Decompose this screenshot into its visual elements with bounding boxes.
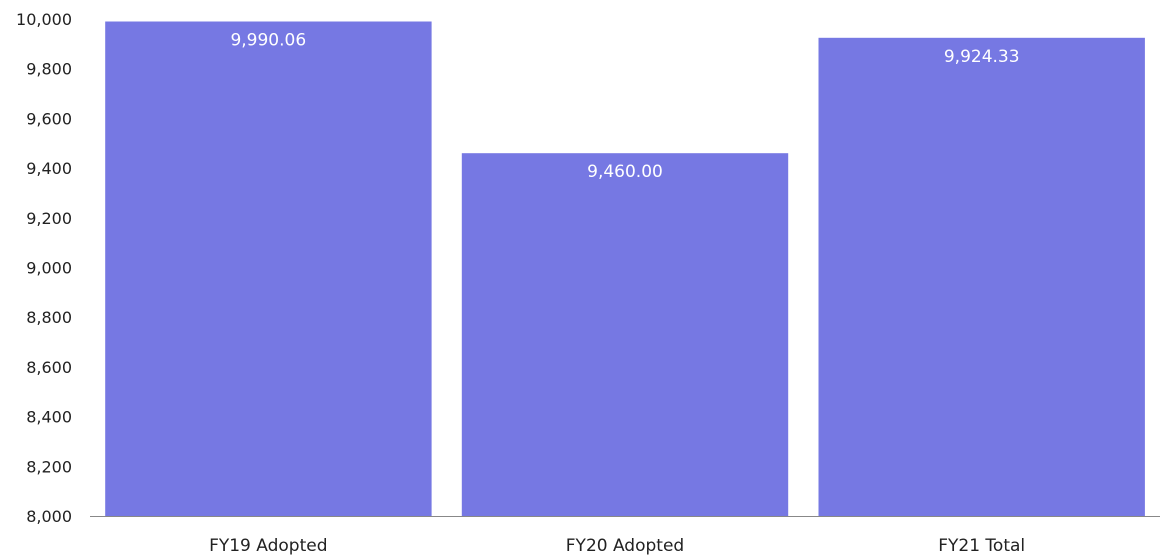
x-tick-label-2: FY20 Adopted	[566, 536, 684, 556]
data-label-1: 9,990.06	[230, 31, 306, 51]
y-tick-label-11: 10,000	[16, 10, 72, 29]
x-tick-label-1: FY19 Adopted	[209, 536, 327, 556]
x-axis-ticks: FY19 Adopted FY20 Adopted FY21 Total	[209, 536, 1025, 556]
data-label-2: 9,460.00	[587, 162, 663, 182]
y-tick-label-2: 8,200	[26, 457, 72, 476]
y-tick-label-4: 8,600	[26, 358, 72, 377]
data-label-3: 9,924.33	[944, 47, 1020, 67]
data-labels-group: 9,990.06 9,460.00 9,924.33	[230, 31, 1019, 183]
y-axis-ticks: 8,000 8,200 8,400 8,600 8,800 9,000 9,200 9,400…	[16, 10, 72, 526]
y-tick-label-9: 9,600	[26, 109, 72, 128]
y-tick-label-10: 9,800	[26, 60, 72, 79]
y-tick-label-3: 8,400	[26, 408, 72, 427]
y-tick-label-1: 8,000	[26, 507, 72, 526]
bars-group	[105, 21, 1145, 517]
y-tick-label-6: 9,000	[26, 259, 72, 278]
x-tick-label-3: FY21 Total	[938, 536, 1025, 556]
bar-3[interactable]	[818, 37, 1145, 517]
y-tick-label-8: 9,400	[26, 159, 72, 178]
bar-2[interactable]	[461, 153, 789, 516]
bar-1[interactable]	[105, 21, 432, 517]
y-tick-label-5: 8,800	[26, 308, 72, 327]
y-tick-label-7: 9,200	[26, 209, 72, 228]
